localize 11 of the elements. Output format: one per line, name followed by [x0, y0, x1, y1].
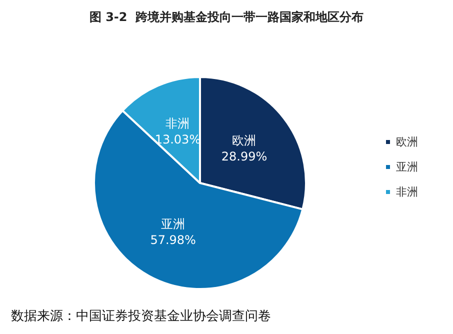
- slice-label: 欧洲: [232, 134, 256, 148]
- data-label: 28.99%: [221, 150, 268, 164]
- slice-label: 亚洲: [161, 217, 186, 232]
- slice-label: 非洲: [166, 116, 190, 131]
- data-label: 13.03%: [154, 132, 201, 147]
- legend-label: 非洲: [396, 186, 418, 198]
- chart-title: 图 3-2 跨境并购基金投向一带一路国家和地区分布: [89, 10, 364, 24]
- source-note: 数据来源：中国证券投资基金业协会调查问卷: [11, 309, 271, 324]
- legend-label: 欧洲: [396, 136, 418, 148]
- data-label: 57.98%: [150, 233, 196, 248]
- legend-label: 亚洲: [396, 160, 418, 174]
